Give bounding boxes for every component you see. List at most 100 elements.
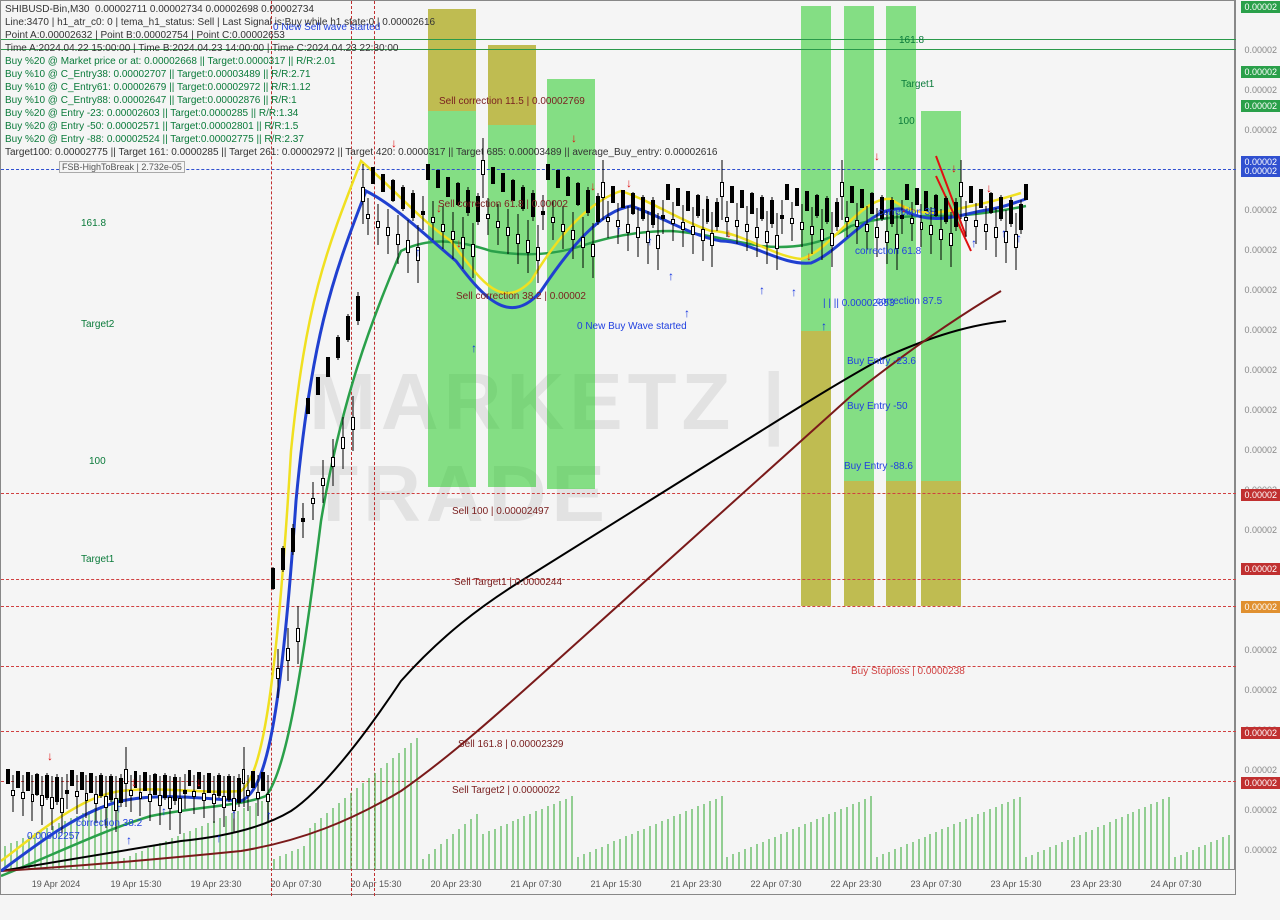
chart-area[interactable]: MARKETZ | TRADE ↓ ↑ ↑ ↓ ↑ ↓ ↑ ↑ ↑ ↓ ↑ ↓ ↓ ↑ ↓ ↓ ↑ ↓ ↑ ↑ ↑ ↓ ↑ ↑… [0, 0, 1235, 895]
chart-label: Target1 [81, 554, 114, 565]
h-line [1, 666, 1236, 667]
h-line [1, 169, 1236, 170]
price-tag: 0.00002 [1241, 727, 1280, 739]
chart-label: Buy Entry -23.6 [847, 356, 916, 367]
up-arrow-icon: ↑ [415, 245, 421, 259]
up-arrow-icon: ↑ [759, 283, 765, 297]
y-axis-label: 0.00002 [1244, 405, 1277, 415]
y-axis-label: 0.00002 [1244, 445, 1277, 455]
price-tag: 0.00002 [1241, 66, 1280, 78]
chart-label: Target2 [81, 319, 114, 330]
x-axis-label: 23 Apr 15:30 [990, 879, 1041, 889]
y-axis: 0.00002 0.00002 0.00002 0.00002 0.00002 0.000… [1235, 0, 1280, 895]
chart-label: correction 38.2 [76, 818, 142, 829]
x-axis-label: 19 Apr 23:30 [190, 879, 241, 889]
chart-label: 100 [89, 456, 106, 467]
h-line [1, 493, 1236, 494]
down-arrow-icon: ↓ [874, 149, 880, 163]
down-arrow-icon: ↓ [47, 749, 53, 763]
x-axis-label: 22 Apr 23:30 [830, 879, 881, 889]
watermark-logo: MARKETZ | TRADE [309, 356, 926, 540]
down-arrow-icon: ↓ [901, 201, 907, 215]
symbol-header: SHIBUSD-Bin,M30 0.00002711 0.00002734 0.… [5, 3, 717, 16]
x-axis-label: 23 Apr 23:30 [1070, 879, 1121, 889]
info-panel: SHIBUSD-Bin,M30 0.00002711 0.00002734 0.… [5, 3, 717, 159]
y-axis-label: 0.00002 [1244, 845, 1277, 855]
x-axis-label: 21 Apr 23:30 [670, 879, 721, 889]
up-arrow-icon: ↑ [616, 223, 622, 237]
y-axis-label: 0.00002 [1244, 285, 1277, 295]
down-arrow-icon: ↓ [590, 179, 596, 193]
down-arrow-icon: ↓ [196, 775, 202, 789]
info-line: Buy %10 @ C_Entry61: 0.00002679 || Targe… [5, 81, 717, 94]
x-axis-label: 22 Apr 07:30 [750, 879, 801, 889]
chart-label: | | || 0.00002653 [823, 298, 895, 309]
up-arrow-icon: ↑ [126, 833, 132, 847]
x-axis: 19 Apr 202419 Apr 15:3019 Apr 23:3020 Ap… [1, 869, 1236, 894]
down-arrow-icon: ↓ [456, 236, 462, 250]
x-axis-label: 20 Apr 07:30 [270, 879, 321, 889]
info-line: Buy %10 @ C_Entry88: 0.00002647 || Targe… [5, 94, 717, 107]
chart-label: Sell 100 | 0.00002497 [452, 506, 549, 517]
price-tag: 0.00002 [1241, 1, 1280, 13]
y-axis-label: 0.00002 [1244, 525, 1277, 535]
fsb-label: FSB-HighToBreak | 2.732e-05 [59, 161, 185, 173]
zone-orange [844, 481, 874, 606]
info-line: Buy %20 @ Entry -50: 0.00002571 || Targe… [5, 120, 717, 133]
y-axis-label: 0.00002 [1244, 205, 1277, 215]
chart-label: 161.8 [81, 218, 106, 229]
chart-label: correction 61.8 [855, 246, 921, 257]
chart-label: 0 New Buy Wave started [577, 321, 687, 332]
chart-label: Sell correction 38.2 | 0.00002 [456, 291, 586, 302]
down-arrow-icon: ↓ [951, 161, 957, 175]
down-arrow-icon: ↓ [131, 775, 137, 789]
price-tag: 0.00002 [1241, 165, 1280, 177]
y-axis-label: 0.00002 [1244, 45, 1277, 55]
chart-label: 161.8 [899, 35, 924, 46]
h-line [1, 606, 1236, 607]
price-tag: 0.00002 [1241, 777, 1280, 789]
y-axis-label: 0.00002 [1244, 645, 1277, 655]
info-line: Time A:2024.04.22 15:00:00 | Time B:2024… [5, 42, 717, 55]
up-arrow-icon: ↑ [216, 831, 222, 845]
up-arrow-icon: ↑ [821, 319, 827, 333]
zone-orange [921, 481, 961, 606]
chart-label: Target1 [901, 79, 934, 90]
h-line [1, 731, 1236, 732]
h-line [1, 579, 1236, 580]
y-axis-label: 0.00002 [1244, 805, 1277, 815]
chart-label: Buy Entry -88.6 [844, 461, 913, 472]
chart-label: Sell correction 61.8 | 0.00002 [438, 199, 568, 210]
up-arrow-icon: ↑ [266, 808, 272, 822]
y-axis-label: 0.00002 [1244, 765, 1277, 775]
price-tag: 0.00002 [1241, 563, 1280, 575]
info-line: Line:3470 | h1_atr_c0: 0 | tema_h1_statu… [5, 16, 717, 29]
up-arrow-icon: ↑ [791, 285, 797, 299]
down-arrow-icon: ↓ [726, 226, 732, 240]
up-arrow-icon: ↑ [1016, 231, 1022, 245]
x-axis-label: 23 Apr 07:30 [910, 879, 961, 889]
info-line: Buy %10 @ C_Entry38: 0.00002707 || Targe… [5, 68, 717, 81]
x-axis-label: 19 Apr 2024 [32, 879, 81, 889]
up-arrow-icon: ↑ [668, 269, 674, 283]
y-axis-label: 0.00002 [1244, 685, 1277, 695]
up-arrow-icon: ↑ [684, 306, 690, 320]
x-axis-label: 24 Apr 07:30 [1150, 879, 1201, 889]
up-arrow-icon: ↑ [231, 807, 237, 821]
zone-orange [801, 331, 831, 606]
x-axis-label: 20 Apr 15:30 [350, 879, 401, 889]
price-tag: 0.00002 [1241, 100, 1280, 112]
x-axis-label: 20 Apr 23:30 [430, 879, 481, 889]
up-arrow-icon: ↑ [971, 236, 977, 250]
info-line: Point A:0.00002632 | Point B:0.00002754 … [5, 29, 717, 42]
y-axis-label: 0.00002 [1244, 125, 1277, 135]
chart-label: 100 [898, 116, 915, 127]
up-arrow-icon: ↑ [647, 234, 653, 248]
y-axis-label: 0.00002 [1244, 85, 1277, 95]
up-arrow-icon: ↑ [471, 341, 477, 355]
zone-orange [886, 481, 916, 606]
chart-label: 0.00002257 [27, 831, 80, 842]
down-arrow-icon: ↓ [436, 201, 442, 215]
info-line: Buy %20 @ Entry -23: 0.00002603 || Targe… [5, 107, 717, 120]
x-axis-label: 21 Apr 15:30 [590, 879, 641, 889]
